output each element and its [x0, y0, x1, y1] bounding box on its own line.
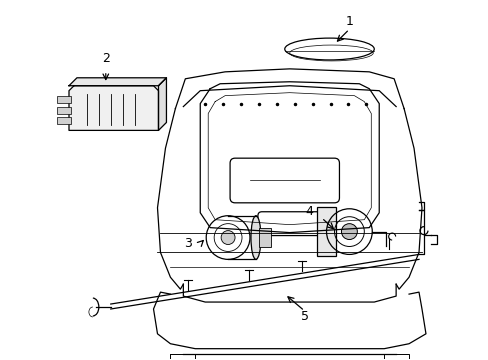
Bar [170, 354, 195, 360]
Text: 4: 4 [305, 205, 313, 218]
Text: 2: 2 [102, 53, 109, 66]
Bar [57, 96, 71, 103]
Bar [258, 228, 270, 247]
Bar [57, 117, 71, 125]
Ellipse shape [250, 216, 261, 260]
Polygon shape [69, 78, 166, 86]
Text: 3: 3 [184, 237, 192, 250]
Bar [57, 107, 71, 113]
Text: 5: 5 [300, 310, 308, 323]
Text: 1: 1 [345, 15, 353, 28]
Polygon shape [158, 78, 166, 130]
Bar [316, 207, 336, 256]
Circle shape [341, 224, 357, 239]
Circle shape [221, 231, 235, 244]
Bar [384, 354, 408, 360]
Polygon shape [69, 86, 158, 130]
